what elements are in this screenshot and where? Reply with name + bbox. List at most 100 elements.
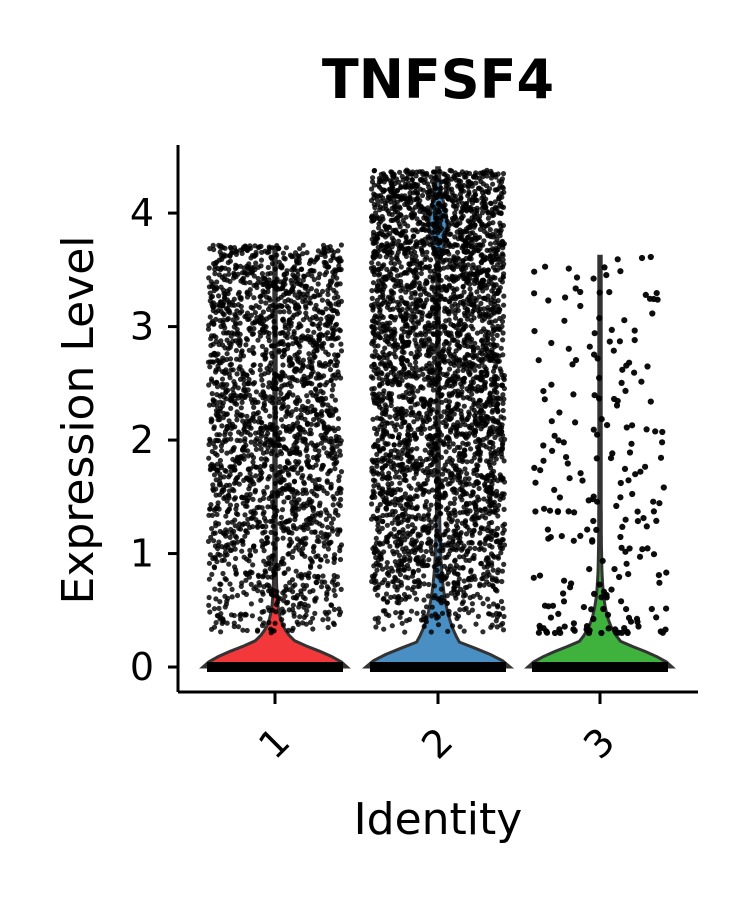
jitter-point-2 — [430, 487, 435, 492]
jitter-point-1 — [299, 475, 304, 480]
jitter-point-1 — [257, 442, 262, 447]
jitter-point-1 — [279, 286, 284, 291]
jitter-point-1 — [276, 442, 281, 447]
jitter-point-2 — [449, 276, 454, 281]
jitter-point-1 — [324, 270, 329, 275]
jitter-point-1 — [246, 466, 251, 471]
jitter-point-2 — [426, 593, 431, 598]
jitter-point-2 — [432, 223, 437, 228]
jitter-point-1 — [330, 494, 335, 499]
jitter-point-2 — [488, 241, 493, 246]
jitter-point-2 — [392, 284, 397, 289]
jitter-point-1 — [227, 581, 232, 586]
jitter-point-2 — [408, 412, 413, 417]
jitter-point-1 — [297, 547, 302, 552]
jitter-point-1 — [207, 595, 212, 600]
jitter-point-2 — [460, 566, 465, 571]
jitter-point-2 — [501, 614, 506, 619]
jitter-point-1 — [215, 438, 220, 443]
jitter-point-2 — [436, 334, 441, 339]
jitter-point-1 — [291, 422, 296, 427]
jitter-point-1 — [312, 611, 317, 616]
jitter-point-2 — [485, 597, 490, 602]
jitter-point-1 — [242, 512, 247, 517]
jitter-point-1 — [248, 552, 253, 557]
jitter-point-1 — [235, 593, 240, 598]
jitter-point-2 — [495, 402, 500, 407]
jitter-point-1 — [236, 456, 241, 461]
jitter-point-1 — [242, 426, 247, 431]
jitter-point-1 — [237, 295, 242, 300]
jitter-point-2 — [465, 511, 470, 516]
jitter-point-1 — [207, 507, 212, 512]
jitter-point-2 — [417, 209, 422, 214]
jitter-point-1 — [288, 323, 293, 328]
jitter-point-1 — [285, 404, 290, 409]
jitter-point-2 — [469, 540, 474, 545]
jitter-point-1 — [273, 565, 278, 570]
jitter-point-2 — [399, 264, 404, 269]
jitter-point-1 — [325, 478, 330, 483]
jitter-point-1 — [244, 271, 249, 276]
jitter-point-1 — [311, 545, 316, 550]
jitter-point-1 — [209, 572, 214, 577]
jitter-point-1 — [320, 523, 325, 528]
jitter-point-1 — [337, 448, 342, 453]
jitter-point-1 — [336, 435, 341, 440]
jitter-point-2 — [398, 567, 403, 572]
jitter-point-1 — [302, 417, 307, 422]
jitter-point-1 — [220, 311, 225, 316]
jitter-point-2 — [415, 349, 420, 354]
jitter-point-1 — [227, 308, 232, 313]
jitter-point-2 — [406, 334, 411, 339]
jitter-point-1 — [258, 598, 263, 603]
jitter-point-1 — [314, 477, 319, 482]
jitter-point-1 — [241, 478, 246, 483]
jitter-point-1 — [273, 385, 278, 390]
jitter-point-2 — [414, 611, 419, 616]
jitter-point-2 — [383, 174, 388, 179]
jitter-point-2 — [460, 459, 465, 464]
jitter-point-2 — [445, 227, 450, 232]
jitter-point-1 — [281, 499, 286, 504]
jitter-point-1 — [316, 281, 321, 286]
jitter-point-1 — [265, 431, 270, 436]
jitter-point-1 — [236, 526, 241, 531]
jitter-point-1 — [246, 326, 251, 331]
jitter-point-1 — [283, 520, 288, 525]
jitter-point-2 — [447, 346, 452, 351]
jitter-point-2 — [376, 304, 381, 309]
jitter-point-1 — [232, 424, 237, 429]
jitter-point-1 — [291, 525, 296, 530]
jitter-point-1 — [285, 495, 290, 500]
jitter-point-2 — [400, 307, 405, 312]
jitter-point-2 — [431, 331, 436, 336]
jitter-point-2 — [376, 562, 381, 567]
jitter-point-2 — [414, 506, 419, 511]
jitter-point-2 — [375, 343, 380, 348]
jitter-point-1 — [274, 425, 279, 430]
jitter-point-1 — [228, 245, 233, 250]
jitter-point-1 — [262, 516, 267, 521]
jitter-point-1 — [280, 607, 285, 612]
jitter-point-2 — [495, 333, 500, 338]
jitter-point-1 — [306, 300, 311, 305]
jitter-point-1 — [250, 613, 255, 618]
jitter-point-1 — [321, 463, 326, 468]
jitter-point-1 — [273, 372, 278, 377]
jitter-point-1 — [313, 314, 318, 319]
jitter-point-2 — [448, 232, 453, 237]
jitter-point-2 — [479, 385, 484, 390]
jitter-point-2 — [429, 520, 434, 525]
jitter-point-2 — [488, 169, 493, 174]
jitter-point-2 — [463, 520, 468, 525]
jitter-point-2 — [475, 592, 480, 597]
jitter-point-2 — [483, 488, 488, 493]
jitter-point-1 — [315, 442, 320, 447]
jitter-point-2 — [498, 623, 503, 628]
jitter-point-1 — [214, 493, 219, 498]
jitter-point-2 — [498, 201, 503, 206]
jitter-point-1 — [255, 525, 260, 530]
jitter-point-1 — [278, 480, 283, 485]
jitter-point-2 — [502, 507, 507, 512]
